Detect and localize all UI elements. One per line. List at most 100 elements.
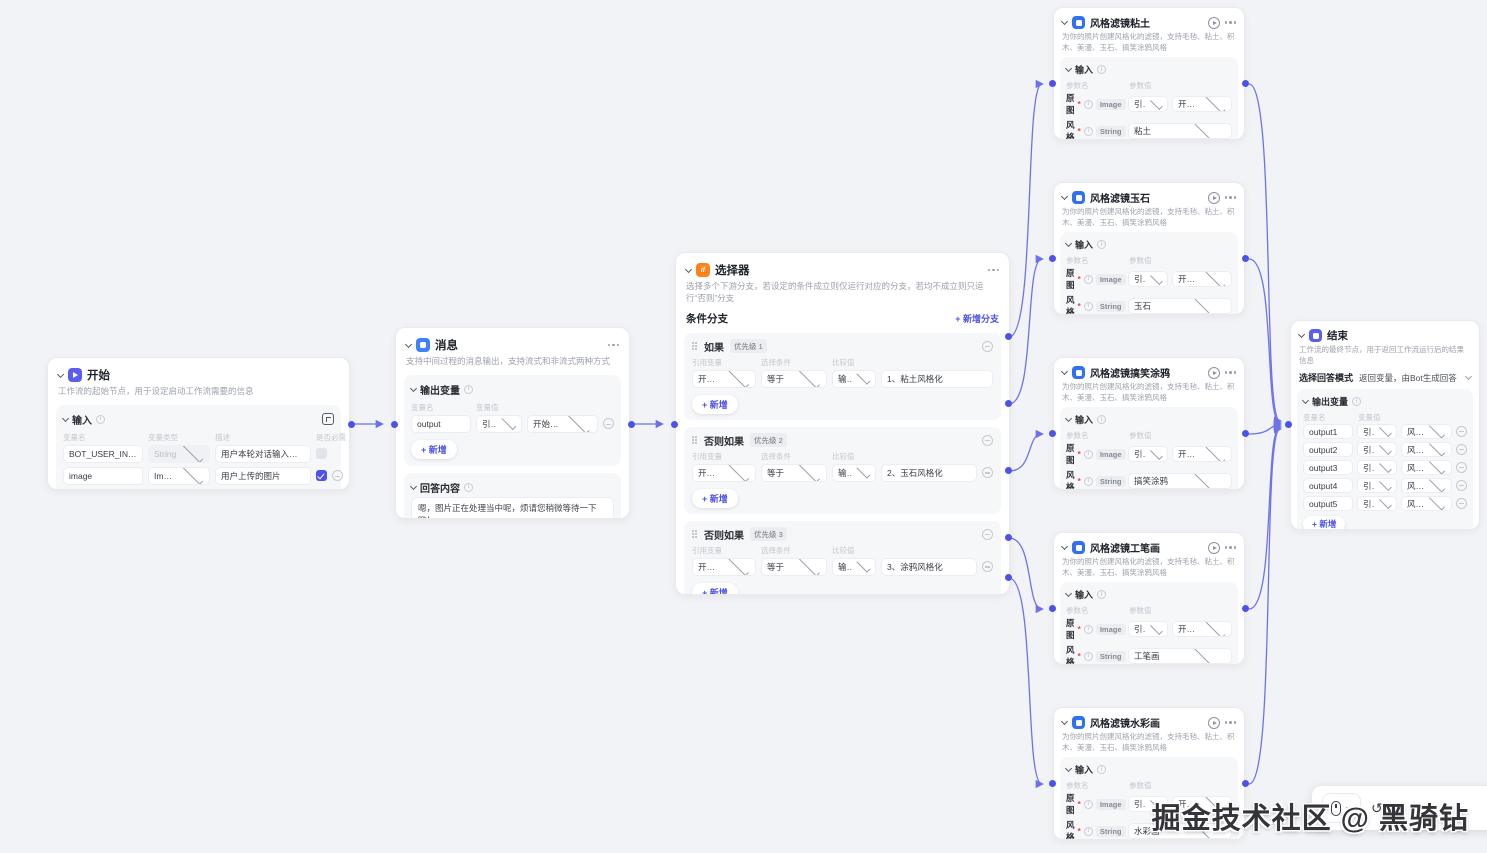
collapse-icon[interactable]: [1297, 330, 1306, 339]
node-filter-watercolor[interactable]: 风格滤镜水彩画 为你的照片创建风格化的滤镜，支持毛毡、粘土、积木、美漫、玉石、搞…: [1053, 707, 1245, 840]
ref-mode-select[interactable]: 引用: [1128, 271, 1168, 287]
ref-mode-select[interactable]: 引用: [1357, 460, 1397, 475]
ref-mode-select[interactable]: 引用: [1357, 496, 1397, 511]
node-filter-clay[interactable]: 风格滤镜粘土 为你的照片创建风格化的滤镜，支持毛毡、粘土、积木、美漫、玉石、搞笑…: [1053, 7, 1245, 140]
port-filter-clay-in[interactable]: [1049, 80, 1056, 87]
var-name-input[interactable]: output5: [1303, 496, 1353, 511]
collapse-icon[interactable]: [61, 414, 70, 422]
collapse-icon[interactable]: [56, 370, 65, 378]
condition-var-select[interactable]: 开始 - num: [692, 369, 756, 388]
ref-value-select[interactable]: 开始 - image: [1172, 621, 1232, 637]
more-options-icon[interactable]: [1224, 721, 1236, 724]
style-value-select[interactable]: 水彩画: [1128, 823, 1232, 839]
more-options-icon[interactable]: [1224, 196, 1236, 199]
ref-mode-select[interactable]: 引用: [1128, 621, 1168, 637]
remove-row-button[interactable]: [1456, 426, 1467, 437]
remove-condition-button[interactable]: [982, 467, 993, 479]
node-filter-jade[interactable]: 风格滤镜玉石 为你的照片创建风格化的滤镜，支持毛毡、粘土、积木、美漫、玉石、搞笑…: [1053, 182, 1245, 315]
ref-value-select[interactable]: 开始 - image: [1172, 271, 1232, 287]
add-variable-button[interactable]: + 新增: [411, 439, 457, 459]
var-type-select[interactable]: String: [148, 488, 210, 489]
more-options-icon[interactable]: [607, 343, 619, 347]
interaction-mode-button[interactable]: [1322, 793, 1361, 823]
collapse-icon[interactable]: [1064, 239, 1073, 248]
var-name-input[interactable]: output: [411, 414, 471, 433]
add-condition-button[interactable]: + 新增: [692, 394, 738, 414]
port-selector-in[interactable]: [671, 421, 678, 428]
var-desc-input[interactable]: 用户上传的图片: [215, 466, 311, 485]
more-options-icon[interactable]: [987, 268, 999, 272]
port-filter-graffiti-out[interactable]: [1242, 430, 1249, 437]
answer-mode-select[interactable]: 返回变量，由Bot生成回答: [1359, 372, 1473, 384]
ref-value-select[interactable]: 风格滤镜玉石: [1401, 424, 1452, 439]
var-name-input[interactable]: output4: [1303, 478, 1353, 493]
var-name-input[interactable]: output1: [1303, 424, 1353, 439]
port-selector-branch-1[interactable]: [1005, 333, 1012, 340]
remove-branch-button[interactable]: [982, 340, 993, 352]
ref-mode-select[interactable]: 引用: [1357, 424, 1397, 439]
var-desc-input[interactable]: 用户需要处理的图片序号: [215, 488, 311, 489]
style-value-select[interactable]: 搞笑涂鸦: [1128, 473, 1232, 489]
condition-mode-select[interactable]: 输入: [832, 557, 876, 576]
condition-var-select[interactable]: 开始 - num: [692, 463, 756, 482]
required-checkbox[interactable]: [316, 470, 327, 482]
condition-op-select[interactable]: 等于: [761, 463, 827, 482]
port-selector-branch-3[interactable]: [1005, 467, 1012, 474]
more-options-icon[interactable]: [1224, 546, 1236, 549]
port-selector-else[interactable]: [1005, 574, 1012, 581]
more-options-icon[interactable]: [1224, 371, 1236, 374]
port-filter-gongbi-in[interactable]: [1049, 605, 1056, 612]
var-name-input[interactable]: output3: [1303, 460, 1353, 475]
var-name-input[interactable]: image: [63, 466, 143, 485]
collapse-icon[interactable]: [1064, 414, 1073, 423]
port-message-out[interactable]: [628, 421, 635, 428]
style-value-select[interactable]: 工笔画: [1128, 648, 1232, 664]
ref-value-select[interactable]: 开始 - image: [1172, 446, 1232, 462]
collapse-icon[interactable]: [1060, 367, 1069, 376]
remove-condition-button[interactable]: [982, 561, 993, 573]
collapse-icon[interactable]: [1064, 589, 1073, 598]
port-filter-graffiti-in[interactable]: [1049, 430, 1056, 437]
drag-handle-icon[interactable]: [692, 529, 698, 539]
condition-value-input[interactable]: 3、涂鸦风格化: [881, 557, 977, 576]
ref-value-select[interactable]: 开始 - image: [527, 414, 598, 433]
more-options-icon[interactable]: [1224, 21, 1236, 24]
run-node-icon[interactable]: [1207, 541, 1220, 554]
port-selector-branch-2[interactable]: [1005, 400, 1012, 407]
node-start[interactable]: 开始 工作流的起始节点，用于设定启动工作流需要的信息 输入 i 变量名 变量类型…: [47, 357, 350, 490]
var-name-input[interactable]: output2: [1303, 442, 1353, 457]
var-name-input[interactable]: num: [63, 488, 143, 489]
node-filter-graffiti[interactable]: 风格滤镜搞笑涂鸦 为你的照片创建风格化的滤镜，支持毛毡、粘土、积木、美漫、玉石、…: [1053, 357, 1245, 490]
collapse-icon[interactable]: [1060, 17, 1069, 26]
ref-value-select[interactable]: 开始 - image: [1172, 796, 1232, 812]
add-variable-button[interactable]: + 新增: [1303, 516, 1346, 529]
remove-row-button[interactable]: [332, 470, 343, 482]
import-icon[interactable]: [322, 413, 334, 426]
ref-value-select[interactable]: 风格滤镜工笔: [1401, 496, 1452, 511]
condition-op-select[interactable]: 等于: [761, 557, 827, 576]
remove-row-button[interactable]: [1456, 498, 1467, 509]
run-node-icon[interactable]: [1207, 191, 1220, 204]
drag-handle-icon[interactable]: [692, 341, 698, 351]
collapse-icon[interactable]: [1060, 542, 1069, 551]
remove-row-button[interactable]: [1456, 444, 1467, 455]
collapse-icon[interactable]: [684, 265, 693, 273]
collapse-icon[interactable]: [409, 384, 418, 392]
remove-branch-button[interactable]: [982, 434, 993, 446]
var-type-select[interactable]: Image: [148, 466, 210, 485]
run-node-icon[interactable]: [1207, 366, 1220, 379]
undo-icon[interactable]: ↺: [1371, 799, 1383, 816]
condition-value-input[interactable]: 1、粘土风格化: [881, 369, 993, 388]
answer-textarea[interactable]: 嗯，图片正在处理当中呢，烦请您稍微等待一下哟！: [411, 496, 614, 518]
style-value-select[interactable]: 粘土: [1128, 123, 1232, 139]
remove-row-button[interactable]: [1456, 462, 1467, 473]
collapse-icon[interactable]: [404, 340, 413, 348]
collapse-icon[interactable]: [1060, 717, 1069, 726]
ref-value-select[interactable]: 风格滤镜粘土: [1401, 442, 1452, 457]
port-filter-watercolor-out[interactable]: [1242, 780, 1249, 787]
port-filter-jade-out[interactable]: [1242, 255, 1249, 262]
redo-icon[interactable]: ↻: [1392, 799, 1405, 816]
collapse-icon[interactable]: [1060, 192, 1069, 201]
condition-mode-select[interactable]: 输入: [832, 369, 876, 388]
port-filter-watercolor-in[interactable]: [1049, 780, 1056, 787]
